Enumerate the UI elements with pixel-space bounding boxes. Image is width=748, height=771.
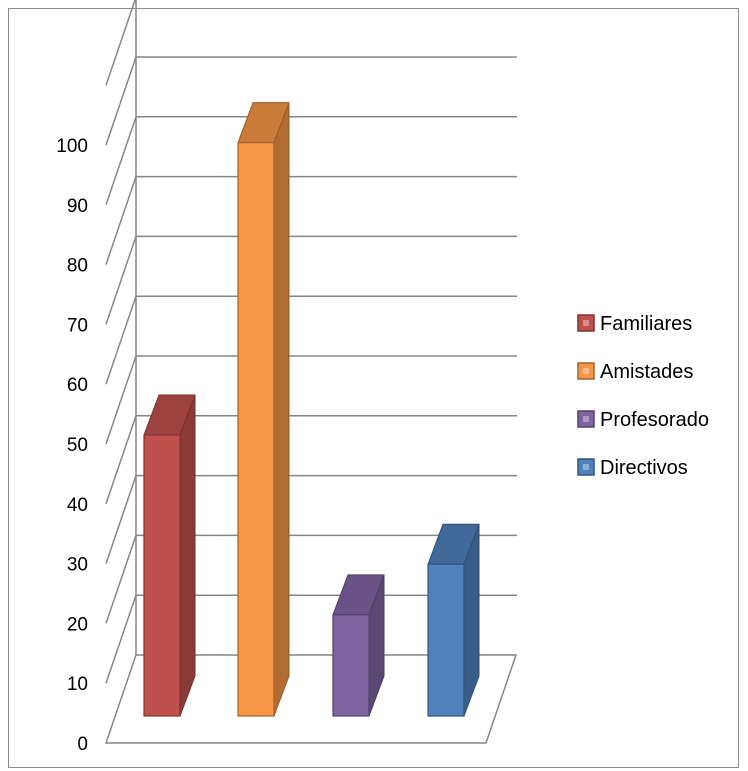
bar-side — [179, 394, 196, 717]
legend-item: Profesorado — [577, 409, 709, 431]
side-wall-line — [105, 535, 137, 624]
side-wall-line — [105, 236, 137, 325]
bar-front — [427, 563, 465, 717]
legend-label: Profesorado — [600, 409, 709, 431]
y-tick-label: 50 — [67, 435, 88, 456]
floor — [104, 654, 518, 744]
bar-front — [332, 614, 370, 717]
bar-familiares — [143, 394, 196, 717]
y-tick-label: 90 — [67, 196, 88, 217]
floor-outline — [104, 654, 518, 744]
side-wall-line — [105, 0, 136, 86]
side-wall-line — [105, 295, 137, 385]
y-tick-label: 0 — [77, 734, 88, 755]
bar-amistades — [237, 102, 290, 717]
side-wall-line — [105, 415, 137, 505]
side-wall-line — [105, 56, 137, 146]
y-tick-label: 20 — [67, 614, 88, 635]
y-tick-label: 100 — [56, 136, 88, 157]
y-tick-label: 10 — [67, 674, 88, 695]
side-wall-line — [105, 355, 137, 445]
legend-item: Amistades — [577, 361, 693, 383]
legend-swatch-highlight — [583, 464, 589, 470]
y-tick-label: 30 — [67, 555, 88, 576]
side-wall-line — [105, 176, 137, 265]
chart-frame — [8, 8, 739, 768]
side-wall-line — [105, 116, 137, 206]
bar-side — [273, 102, 290, 717]
bar-front — [143, 434, 181, 717]
y-tick-label: 60 — [67, 375, 88, 396]
y-axis-ticks: 0 10 20 30 40 50 60 70 80 90 100 — [56, 136, 88, 755]
bar-profesorado — [332, 574, 385, 717]
legend: Familiares Amistades Profesorado Directivos — [577, 313, 709, 479]
bar-directivos — [427, 523, 480, 717]
bar-front — [237, 142, 275, 717]
side-wall-line — [105, 475, 137, 564]
y-tick-label: 40 — [67, 495, 88, 516]
y-tick-label: 70 — [67, 315, 88, 336]
legend-label: Directivos — [600, 457, 688, 479]
legend-swatch-highlight — [583, 320, 589, 326]
side-wall-line — [105, 594, 137, 684]
legend-item: Familiares — [577, 313, 692, 335]
bars — [143, 102, 480, 717]
legend-label: Familiares — [600, 313, 692, 335]
y-tick-label: 80 — [67, 256, 88, 277]
legend-swatch-highlight — [583, 368, 589, 374]
legend-label: Amistades — [600, 361, 693, 383]
legend-item: Directivos — [577, 457, 688, 479]
legend-swatch-highlight — [583, 416, 589, 422]
